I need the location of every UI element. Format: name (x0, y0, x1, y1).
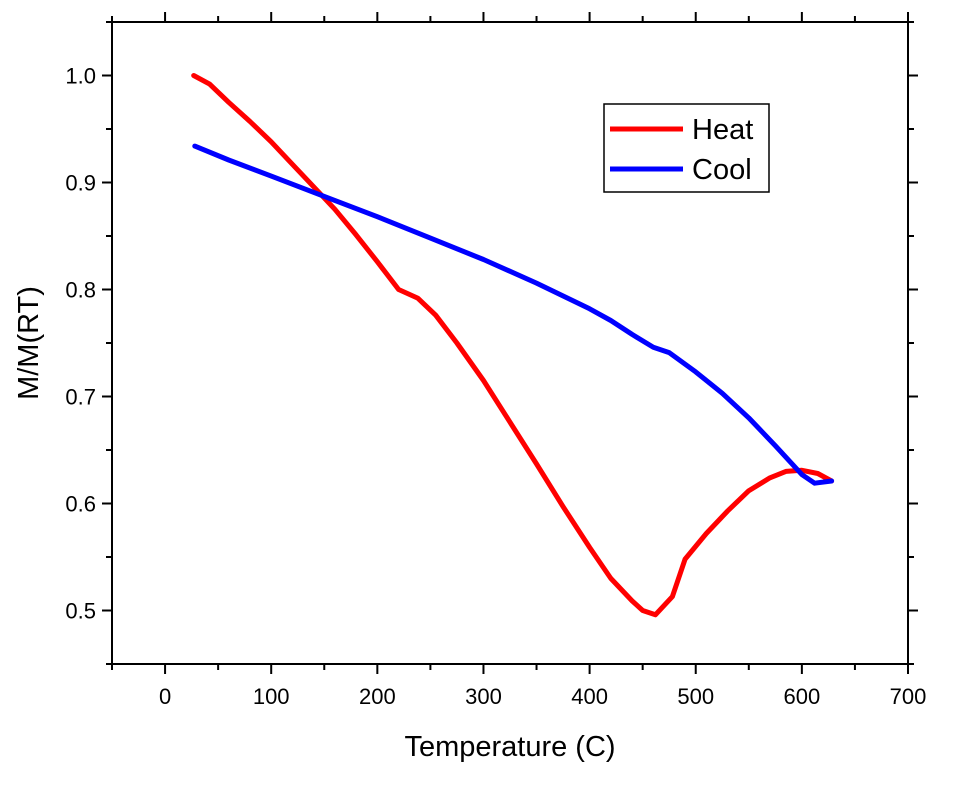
x-tick-label: 100 (253, 684, 290, 709)
legend-box (603, 103, 770, 193)
y-tick-label: 0.5 (65, 599, 96, 624)
y-tick-label: 0.6 (65, 492, 96, 517)
series-line-heat (191, 73, 835, 618)
plot-frame (111, 21, 909, 665)
legend-label-heat: Heat (692, 114, 753, 146)
y-axis-ticks: 0.5 0.6 0.7 0.8 0.9 1.0 (65, 21, 918, 665)
y-tick-label: 0.7 (65, 385, 96, 410)
x-tick-label: 200 (359, 684, 396, 709)
y-axis-title: M/M(RT) (13, 286, 45, 400)
series-layer (191, 73, 835, 618)
x-tick-label: 700 (890, 684, 927, 709)
x-axis-title: Temperature (C) (404, 731, 615, 763)
legend: Heat Cool (603, 103, 770, 193)
x-axis-ticks: 0 100 200 300 400 500 600 700 (111, 12, 927, 709)
y-tick-label: 0.8 (65, 278, 96, 303)
x-tick-label: 300 (465, 684, 502, 709)
x-tick-label: 400 (571, 684, 608, 709)
y-tick-label: 1.0 (65, 64, 96, 89)
series-line-cool (192, 143, 835, 486)
legend-label-cool: Cool (692, 154, 752, 186)
x-tick-label: 0 (159, 684, 171, 709)
y-tick-label: 0.9 (65, 171, 96, 196)
x-tick-label: 500 (677, 684, 714, 709)
x-tick-label: 600 (784, 684, 821, 709)
